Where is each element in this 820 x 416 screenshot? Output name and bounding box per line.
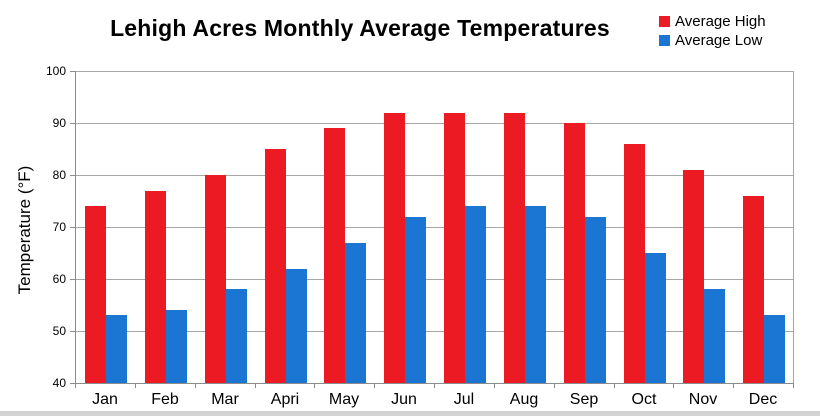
average-high-swatch-icon — [659, 16, 670, 27]
x-label-nov: Nov — [688, 391, 718, 408]
bar-average-low-oct — [645, 253, 666, 383]
x-tick-jun — [374, 383, 375, 388]
x-tick-jul — [434, 383, 435, 388]
y-tick-60 — [70, 279, 75, 280]
y-tick-label-50: 50 — [52, 324, 66, 338]
bottom-edge-strip — [0, 411, 820, 416]
x-label-jul: Jul — [453, 391, 475, 408]
x-tick-dec — [733, 383, 734, 388]
x-label-apri: Apri — [270, 391, 300, 408]
bar-average-low-sep — [585, 217, 606, 383]
x-tick-mar — [195, 383, 196, 388]
y-tick-70 — [70, 227, 75, 228]
bar-average-low-dec — [764, 315, 785, 383]
x-label-sep: Sep — [569, 391, 599, 408]
gridline-90 — [75, 123, 793, 124]
x-tick-nov — [673, 383, 674, 388]
bar-average-high-mar — [205, 175, 226, 383]
x-tick-may — [314, 383, 315, 388]
bar-average-high-may — [324, 128, 345, 383]
y-tick-90 — [70, 123, 75, 124]
bar-average-low-feb — [166, 310, 187, 383]
bar-average-low-jan — [106, 315, 127, 383]
gridline-60 — [75, 279, 793, 280]
x-label-aug: Aug — [509, 391, 539, 408]
x-tick-aug — [494, 383, 495, 388]
bar-average-high-sep — [564, 123, 585, 383]
y-tick-40 — [70, 383, 75, 384]
bar-average-low-apri — [286, 269, 307, 383]
x-label-jan: Jan — [92, 391, 118, 408]
y-tick-label-100: 100 — [45, 64, 66, 78]
legend-label-average-low: Average Low — [675, 32, 763, 49]
legend: Average High Average Low — [659, 14, 766, 52]
bar-average-high-nov — [683, 170, 704, 383]
bar-average-low-aug — [525, 206, 546, 383]
bar-average-high-jul — [444, 113, 465, 383]
x-tick-feb — [135, 383, 136, 388]
gridline-70 — [75, 227, 793, 228]
bar-average-high-dec — [743, 196, 764, 383]
y-tick-80 — [70, 175, 75, 176]
bar-average-low-mar — [226, 289, 247, 383]
bar-average-low-jul — [465, 206, 486, 383]
plot-right-border — [793, 71, 794, 383]
x-tick-sep — [554, 383, 555, 388]
legend-item-average-high: Average High — [659, 14, 766, 29]
x-label-jun: Jun — [391, 391, 417, 408]
legend-item-average-low: Average Low — [659, 33, 766, 48]
gridline-50 — [75, 331, 793, 332]
y-tick-label-80: 80 — [52, 168, 66, 182]
bar-average-high-jan — [85, 206, 106, 383]
y-axis-line — [75, 71, 76, 384]
x-label-feb: Feb — [151, 391, 179, 408]
bar-average-high-apri — [265, 149, 286, 383]
chart-title: Lehigh Acres Monthly Average Temperature… — [110, 15, 610, 41]
x-tick-jan — [75, 383, 76, 388]
y-tick-50 — [70, 331, 75, 332]
bar-average-low-jun — [405, 217, 426, 383]
x-label-oct: Oct — [631, 391, 657, 408]
y-tick-100 — [70, 71, 75, 72]
bar-average-low-may — [345, 243, 366, 383]
x-tick-end — [793, 383, 794, 388]
legend-label-average-high: Average High — [675, 13, 766, 30]
x-label-mar: Mar — [211, 391, 239, 408]
bar-average-high-aug — [504, 113, 525, 383]
x-tick-oct — [614, 383, 615, 388]
gridline-80 — [75, 175, 793, 176]
y-tick-label-40: 40 — [52, 376, 66, 390]
x-label-may: May — [328, 391, 360, 408]
gridline-100 — [75, 71, 793, 72]
bar-average-high-jun — [384, 113, 405, 383]
y-tick-label-70: 70 — [52, 220, 66, 234]
y-tick-label-60: 60 — [52, 272, 66, 286]
y-tick-label-90: 90 — [52, 116, 66, 130]
average-low-swatch-icon — [659, 35, 670, 46]
bar-average-low-nov — [704, 289, 725, 383]
bar-average-high-oct — [624, 144, 645, 383]
x-tick-apri — [255, 383, 256, 388]
x-label-dec: Dec — [748, 391, 778, 408]
bar-average-high-feb — [145, 191, 166, 383]
